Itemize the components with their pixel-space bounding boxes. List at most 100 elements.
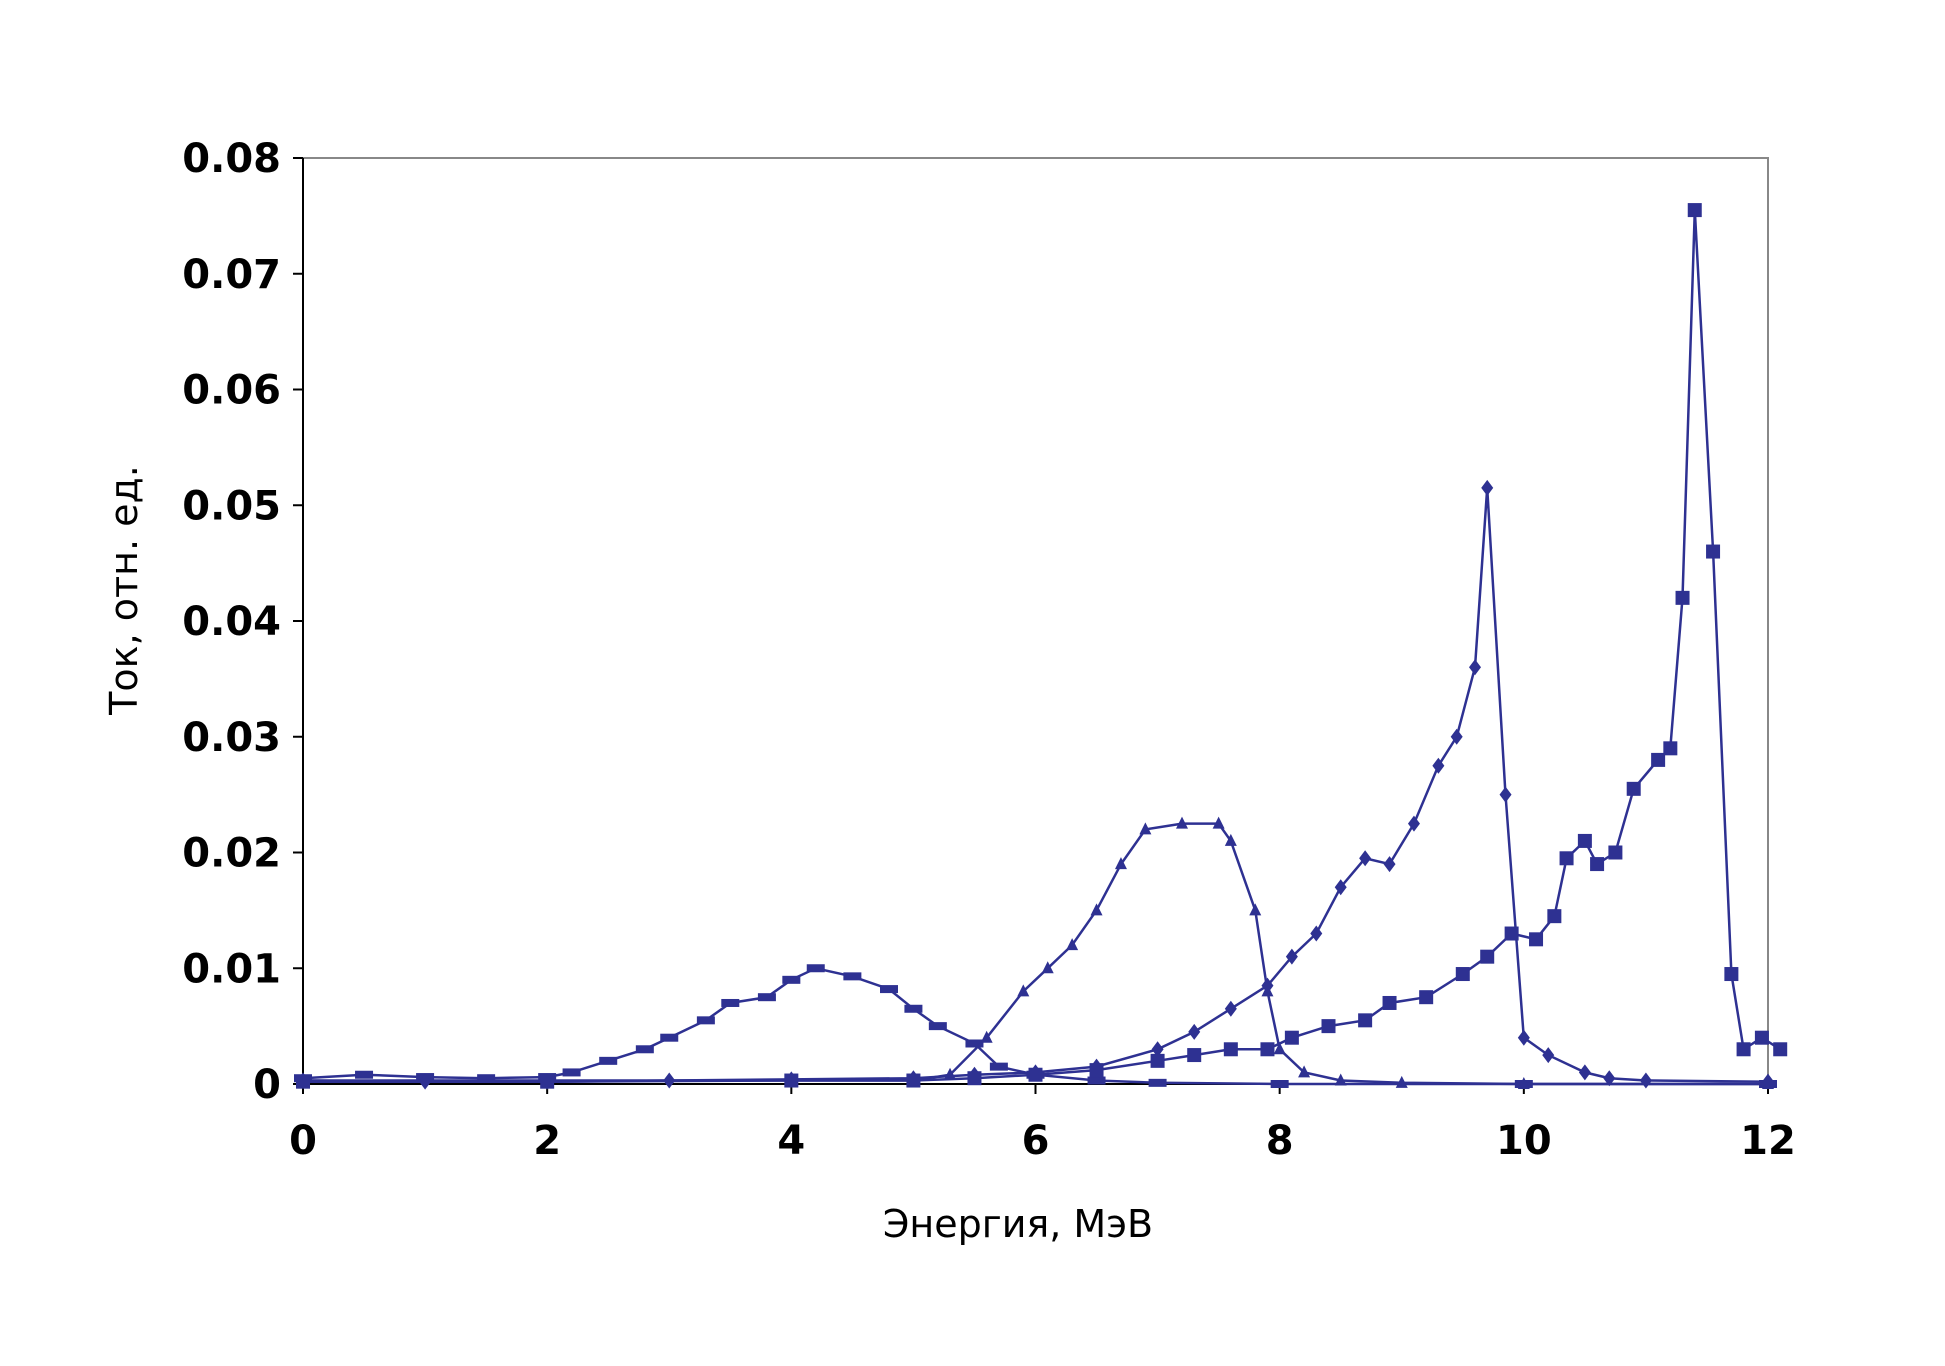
data-point — [1321, 1019, 1336, 1034]
data-point — [1639, 1072, 1652, 1089]
series-4 — [296, 203, 1788, 1089]
data-point — [1090, 903, 1103, 916]
data-point — [1577, 833, 1592, 848]
data-point — [1358, 1013, 1373, 1028]
data-point — [1773, 1042, 1788, 1057]
data-point — [1176, 816, 1188, 829]
data-point — [784, 1073, 799, 1088]
data-point — [880, 985, 898, 994]
data-point — [1028, 1067, 1043, 1082]
data-point — [1480, 949, 1495, 964]
data-point — [1224, 833, 1237, 846]
data-point — [1407, 815, 1420, 832]
y-tick-label: 0.05 — [182, 483, 281, 529]
data-point — [1450, 728, 1463, 745]
data-point — [1041, 961, 1054, 974]
data-point — [1066, 938, 1079, 951]
data-point — [296, 1074, 310, 1089]
data-point — [1504, 926, 1519, 941]
x-tick-label: 12 — [1740, 1118, 1796, 1164]
data-point — [1298, 1065, 1311, 1078]
data-point — [1114, 857, 1127, 870]
data-point — [1139, 822, 1152, 835]
data-point — [1432, 757, 1445, 774]
data-point — [1285, 948, 1298, 965]
data-point — [965, 1039, 984, 1048]
data-point — [782, 975, 801, 984]
y-tick-label: 0.06 — [182, 368, 281, 414]
data-point — [1270, 1080, 1289, 1088]
data-point — [1148, 1078, 1167, 1087]
data-point — [1087, 1076, 1106, 1085]
data-point — [1249, 903, 1262, 916]
data-point — [1382, 995, 1397, 1010]
y-tick-label: 0.07 — [182, 252, 281, 298]
y-tick-label: 0.01 — [182, 946, 281, 992]
data-point — [721, 998, 740, 1007]
data-point — [1626, 781, 1641, 796]
x-axis-label: Энергия, МэВ — [883, 1202, 1153, 1246]
data-point — [1273, 1042, 1286, 1055]
x-tick-label: 4 — [777, 1118, 805, 1164]
data-point — [1603, 1070, 1616, 1087]
data-point — [1212, 816, 1225, 829]
data-point — [1383, 856, 1396, 873]
data-point — [1663, 741, 1678, 756]
data-point — [1608, 845, 1623, 860]
y-tick-label: 0.02 — [182, 831, 281, 877]
data-point — [1089, 1063, 1104, 1078]
data-point — [1762, 1073, 1774, 1090]
y-tick-label: 0.03 — [182, 715, 281, 761]
data-point — [1736, 1042, 1751, 1057]
data-point — [1547, 909, 1562, 924]
data-point — [1706, 544, 1721, 559]
data-point — [806, 964, 825, 973]
data-point — [1284, 1030, 1299, 1045]
data-point — [1529, 932, 1544, 947]
data-point — [1517, 1029, 1530, 1046]
plot-area — [302, 157, 1769, 1085]
data-point — [696, 1016, 715, 1025]
data-point — [1469, 659, 1481, 676]
data-point — [1260, 1042, 1275, 1057]
data-point — [1590, 857, 1605, 872]
data-point — [1724, 967, 1739, 982]
data-point — [562, 1068, 581, 1077]
data-point — [1578, 1064, 1591, 1081]
data-point — [1675, 590, 1690, 605]
series-line — [302, 487, 1769, 1083]
y-axis-label: Ток, отн. ед. — [102, 465, 146, 716]
data-point — [1481, 479, 1494, 496]
data-point — [1187, 1048, 1202, 1063]
data-point — [1651, 752, 1666, 767]
data-point — [1517, 1077, 1530, 1089]
x-tick-label: 2 — [533, 1118, 561, 1164]
x-tick-label: 10 — [1496, 1118, 1552, 1164]
data-point — [1151, 1041, 1164, 1058]
data-point — [1224, 1000, 1237, 1017]
y-tick-label: 0 — [253, 1062, 281, 1108]
data-point — [757, 993, 776, 1002]
data-point — [1150, 1053, 1165, 1068]
data-point — [1334, 879, 1347, 896]
data-point — [635, 1045, 654, 1054]
data-point — [660, 1033, 679, 1042]
data-point — [1188, 1023, 1201, 1040]
data-point — [355, 1070, 374, 1079]
data-point — [1017, 984, 1030, 997]
data-point — [906, 1073, 921, 1088]
data-point — [1754, 1030, 1769, 1045]
data-point — [1261, 977, 1274, 994]
data-point — [1687, 203, 1702, 218]
x-tick-label: 0 — [289, 1118, 317, 1164]
data-point — [1455, 967, 1470, 982]
data-point — [540, 1074, 555, 1089]
data-point — [967, 1071, 982, 1086]
data-point — [1499, 786, 1512, 803]
y-tick-label: 0.04 — [182, 599, 281, 645]
data-point — [843, 972, 862, 981]
data-point — [904, 1004, 923, 1013]
data-point — [1542, 1047, 1555, 1064]
data-point — [1359, 850, 1372, 867]
